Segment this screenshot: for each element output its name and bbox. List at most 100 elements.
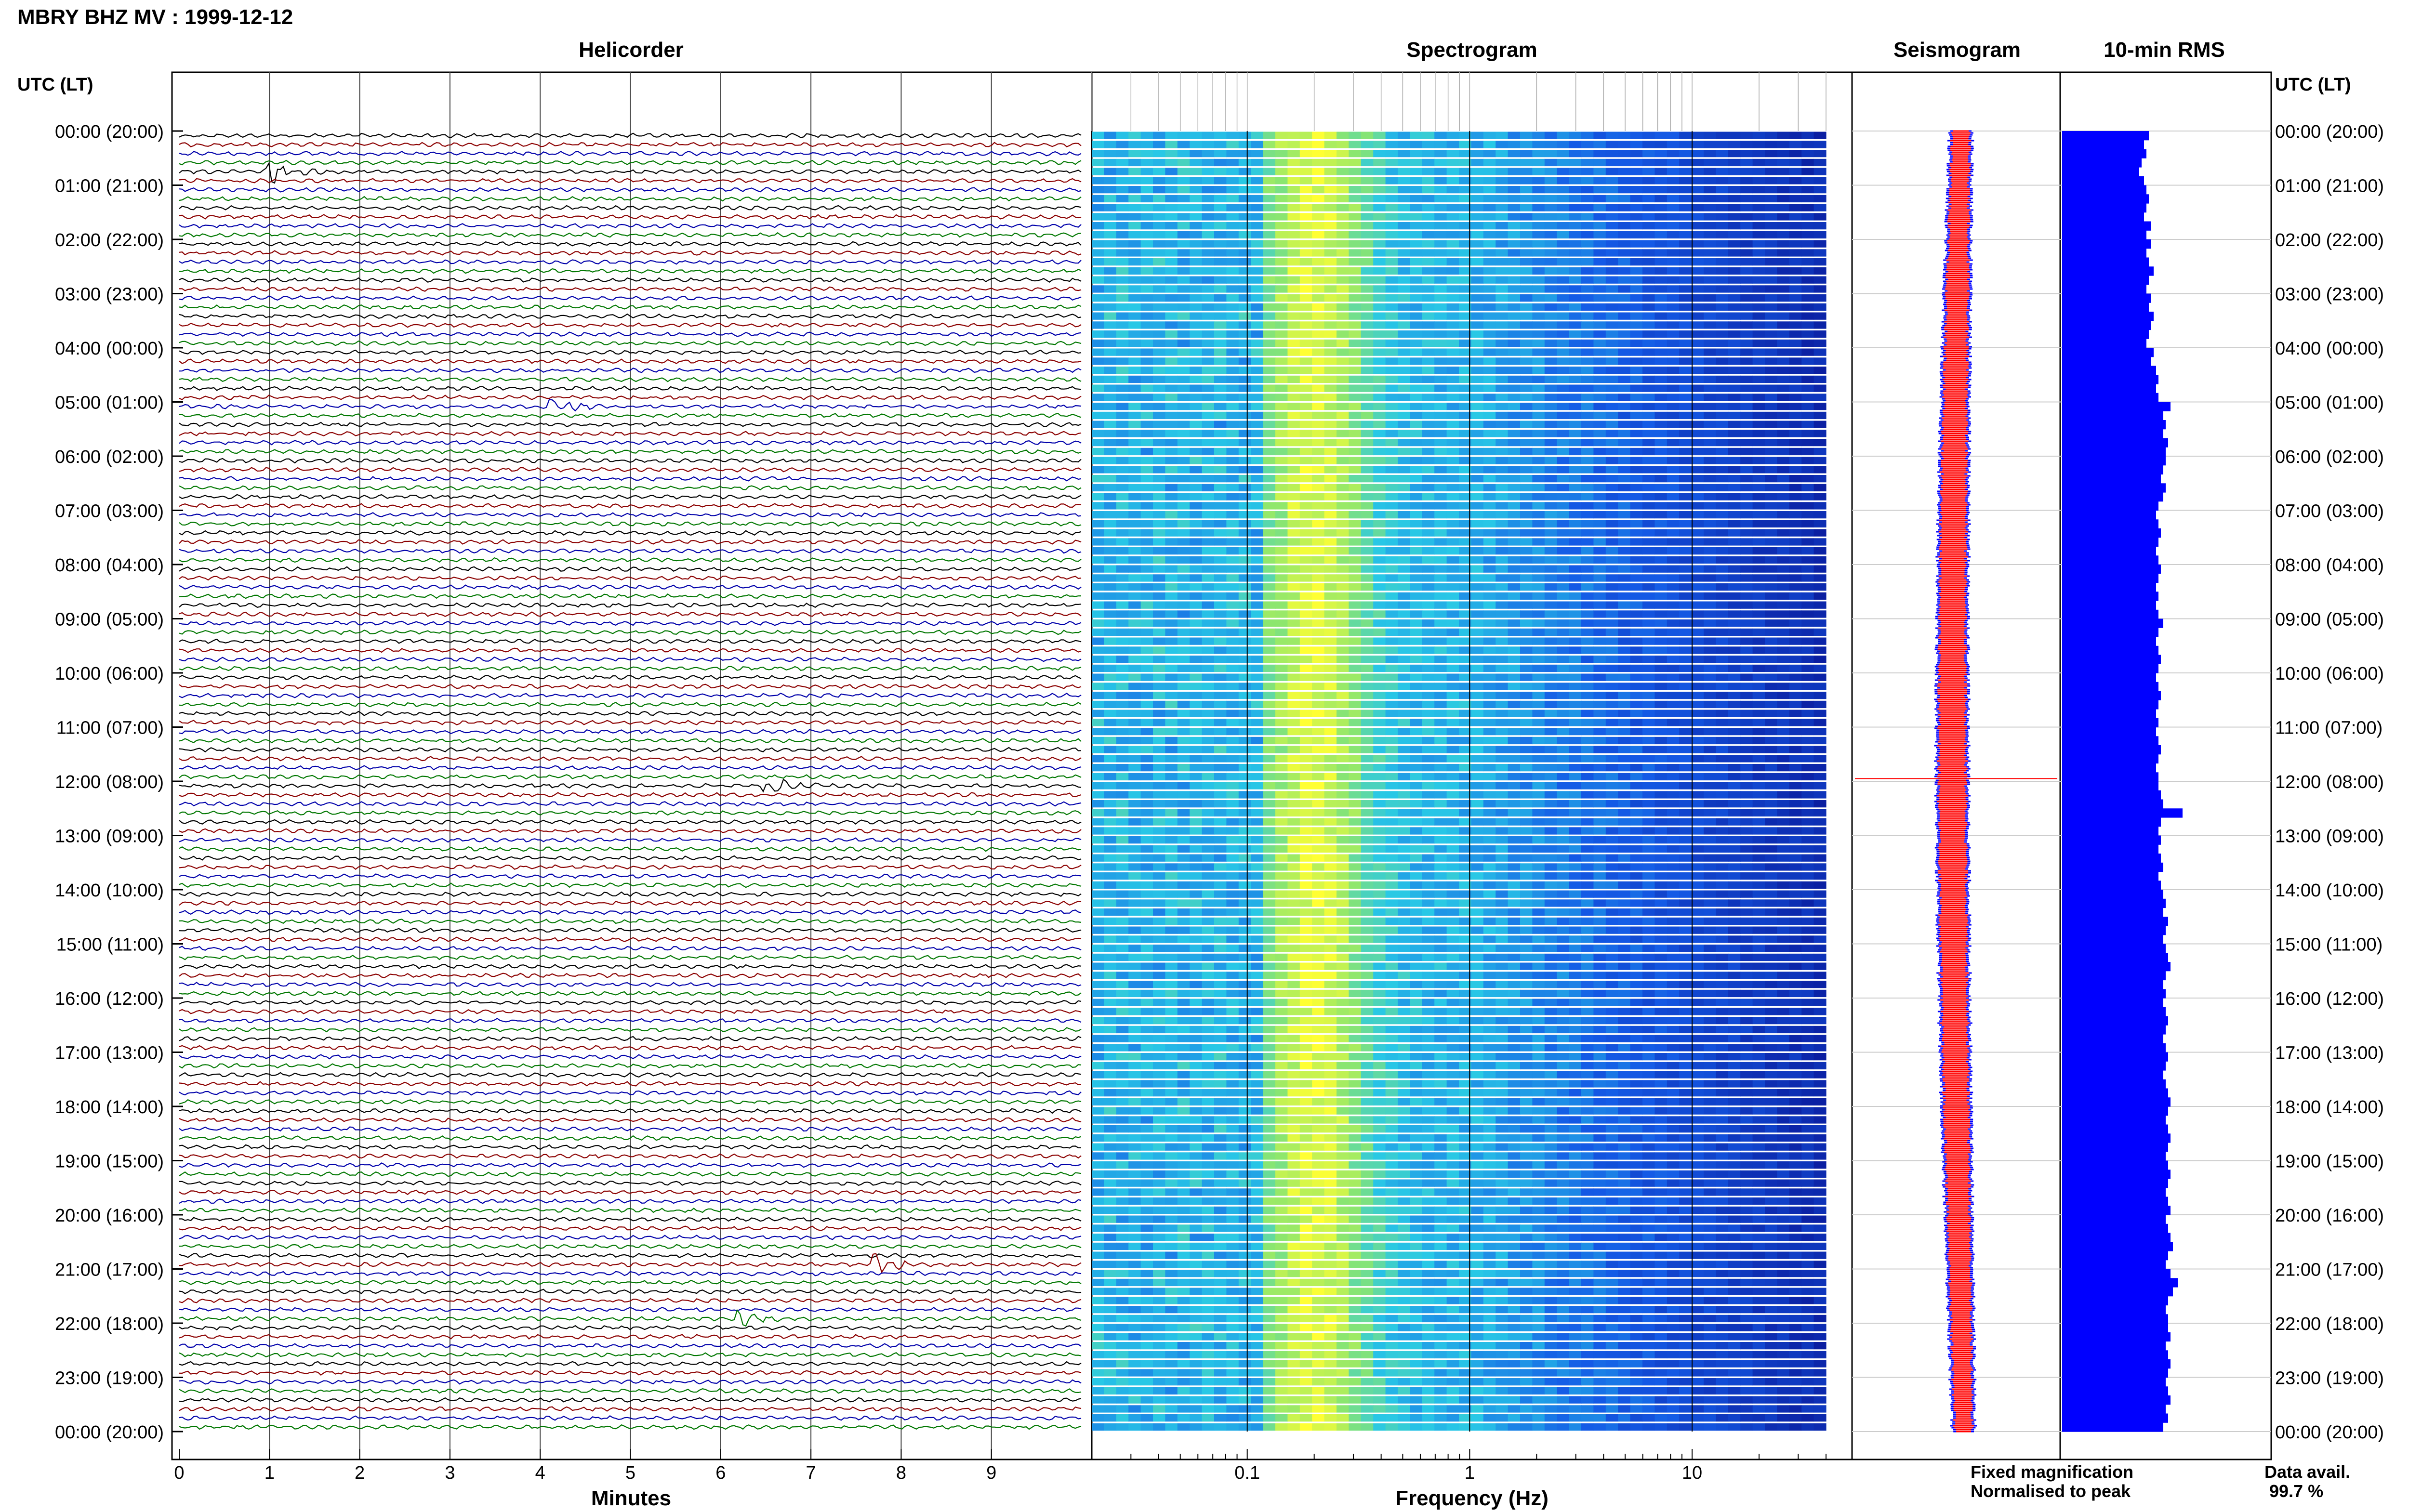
- spectrogram-cell: [1508, 565, 1521, 573]
- spectrogram-cell: [1116, 710, 1129, 717]
- spectrogram-cell: [1459, 339, 1471, 347]
- spectrogram-cell: [1532, 547, 1545, 555]
- spectrogram-cell: [1679, 746, 1692, 753]
- spectrogram-cell: [1728, 195, 1741, 203]
- spectrogram-cell: [1165, 168, 1178, 175]
- spectrogram-cell: [1385, 673, 1398, 681]
- spectrogram-cell: [1251, 131, 1264, 139]
- spectrogram-cell: [1287, 683, 1300, 690]
- spectrogram-cell: [1446, 610, 1459, 618]
- spectrogram-cell: [1263, 303, 1276, 311]
- spectrogram-cell: [1312, 755, 1325, 763]
- spectrogram-cell: [1385, 168, 1398, 175]
- spectrogram-cell: [1581, 728, 1594, 736]
- spectrogram-cell: [1299, 357, 1312, 365]
- spectrogram-cell: [1177, 610, 1190, 618]
- spectrogram-cell: [1140, 240, 1153, 248]
- spectrogram-cell: [1299, 502, 1312, 510]
- spectrogram-cell: [1446, 141, 1459, 148]
- spectrogram-cell: [1801, 764, 1814, 772]
- spectrogram-cell: [1251, 710, 1264, 717]
- spectrogram-cell: [1618, 330, 1631, 338]
- spectrogram-cell: [1716, 384, 1729, 392]
- spectrogram-cell: [1324, 538, 1337, 546]
- spectrogram-cell: [1153, 421, 1165, 428]
- spectrogram-cell: [1483, 700, 1496, 709]
- spectrogram-cell: [1716, 520, 1729, 528]
- spectrogram-cell: [1422, 475, 1435, 483]
- spectrogram-cell: [1630, 168, 1643, 175]
- spectrogram-cell: [1299, 141, 1312, 148]
- spectrogram-cell: [1312, 430, 1325, 437]
- spectrogram-cell: [1777, 430, 1790, 437]
- spectrogram-cell: [1324, 565, 1337, 573]
- spectrogram-cell: [1532, 403, 1545, 410]
- spectrogram-cell: [1410, 511, 1423, 519]
- spectrogram-cell: [1789, 619, 1802, 627]
- spectrogram-cell: [1165, 529, 1178, 537]
- spectrogram-cell: [1459, 845, 1471, 853]
- spectrogram-cell: [1667, 637, 1680, 645]
- spectrogram-cell: [1398, 195, 1410, 203]
- spectrogram-cell: [1422, 375, 1435, 383]
- spectrogram-cell: [1385, 656, 1398, 663]
- spectrogram-cell: [1679, 683, 1692, 690]
- spectrogram-cell: [1728, 628, 1741, 636]
- spectrogram-cell: [1557, 231, 1570, 239]
- spectrogram-cell: [1434, 719, 1447, 726]
- spectrogram-cell: [1704, 330, 1716, 338]
- spectrogram-cell: [1496, 818, 1509, 826]
- spectrogram-cell: [1275, 664, 1288, 672]
- spectrogram-cell: [1385, 213, 1398, 221]
- spectrogram-cell: [1605, 294, 1618, 302]
- spectrogram-cell: [1104, 403, 1117, 410]
- spectrogram-cell: [1655, 502, 1668, 510]
- helicorder-trace: [179, 882, 1082, 888]
- helicorder-trace: [179, 765, 1082, 771]
- spectrogram-cell: [1789, 520, 1802, 528]
- spectrogram-cell: [1165, 348, 1178, 356]
- spectrogram-cell: [1128, 809, 1141, 817]
- spectrogram-cell: [1765, 384, 1777, 392]
- spectrogram-cell: [1104, 827, 1117, 835]
- spectrogram-cell: [1140, 664, 1153, 672]
- spectrogram-cell: [1104, 664, 1117, 672]
- spectrogram-cell: [1165, 357, 1178, 365]
- spectrogram-cell: [1520, 195, 1533, 203]
- spectrogram-cell: [1679, 421, 1692, 428]
- spectrogram-cell: [1813, 619, 1827, 627]
- spectrogram-cell: [1618, 131, 1631, 139]
- spectrogram-cell: [1605, 186, 1618, 194]
- helicorder-trace: [179, 1189, 1082, 1196]
- spectrogram-cell: [1605, 845, 1618, 853]
- spectrogram-cell: [1789, 457, 1802, 464]
- spectrogram-cell: [1361, 249, 1374, 257]
- spectrogram-cell: [1177, 204, 1190, 211]
- spectrogram-cell: [1813, 249, 1827, 257]
- spectrogram-cell: [1496, 710, 1509, 717]
- spectrogram-cell: [1593, 303, 1606, 311]
- spectrogram-cell: [1740, 150, 1753, 158]
- spectrogram-cell: [1532, 177, 1545, 184]
- spectrogram-cell: [1642, 656, 1655, 663]
- spectrogram-cell: [1385, 628, 1398, 636]
- spectrogram-cell: [1704, 556, 1716, 564]
- spectrogram-cell: [1422, 312, 1435, 320]
- spectrogram-cell: [1777, 330, 1790, 338]
- spectrogram-cell: [1287, 547, 1300, 555]
- spectrogram-cell: [1214, 601, 1227, 609]
- spectrogram-cell: [1104, 673, 1117, 681]
- spectrogram-cell: [1630, 312, 1643, 320]
- spectrogram-cell: [1312, 240, 1325, 248]
- spectrogram-cell: [1434, 276, 1447, 284]
- spectrogram-cell: [1496, 755, 1509, 763]
- spectrogram-cell: [1116, 303, 1129, 311]
- spectrogram-cell: [1813, 656, 1827, 663]
- spectrogram-cell: [1679, 520, 1692, 528]
- spectrogram-cell: [1263, 628, 1276, 636]
- spectrogram-cell: [1410, 222, 1423, 230]
- spectrogram-cell: [1642, 773, 1655, 781]
- spectrogram-cell: [1337, 150, 1349, 158]
- spectrogram-cell: [1789, 728, 1802, 736]
- spectrogram-cell: [1299, 321, 1312, 329]
